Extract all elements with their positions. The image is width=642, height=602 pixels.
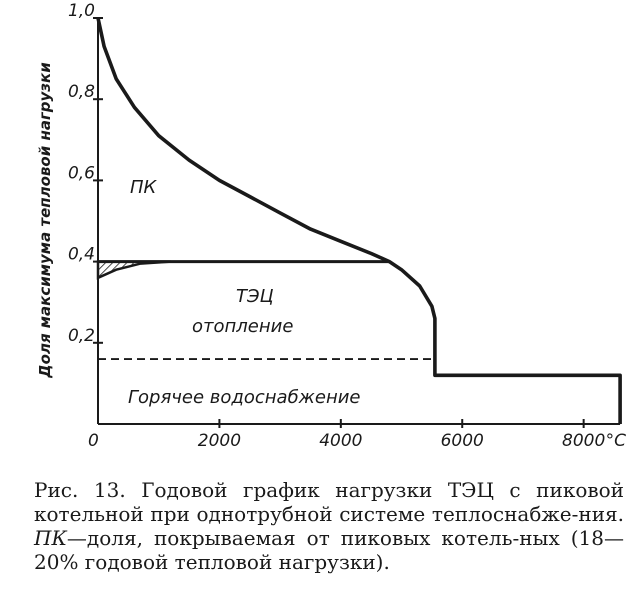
y-tick-label: 0,2: [68, 326, 95, 346]
x-tick-label: 0: [88, 431, 99, 451]
y-tick-label: 0,8: [68, 82, 95, 102]
x-tick-label: 4000: [319, 431, 362, 451]
region-label-heating: отопление: [192, 316, 293, 337]
region-label-chp: ТЭЦ: [236, 286, 274, 307]
y-axis-label: Доля максимума тепловой нагрузки: [36, 62, 54, 379]
load-chart: 0,2 0,4 0,6 0,8 1,0 0 2000 4000 6000 8000 °C Доля…: [36, 1, 627, 451]
caption-text-1: Годовой график нагрузки ТЭЦ с пиковой ко…: [34, 478, 624, 526]
figure-caption: Рис. 13. Годовой график нагрузки ТЭЦ с п…: [34, 478, 624, 574]
hatched-chp-deficit: [96, 260, 171, 280]
y-tick-label: 0,4: [68, 245, 95, 265]
x-unit-label: °C: [606, 431, 627, 451]
caption-prefix: Рис. 13.: [34, 478, 126, 502]
x-tick-label: 2000: [198, 431, 241, 451]
caption-text-2: —доля, покрываемая от пиковых котель-ных…: [34, 526, 624, 574]
caption-abbr: ПК: [34, 526, 67, 550]
y-tick-label: 0,6: [68, 163, 95, 183]
y-tick-label: 1,0: [68, 1, 95, 21]
region-label-hot-water: Горячее водоснабжение: [128, 387, 361, 408]
x-tick-label: 6000: [441, 431, 484, 451]
region-label-peak: ПК: [130, 177, 158, 198]
x-tick-label: 8000: [562, 431, 605, 451]
annual-load-curve: [96, 17, 622, 424]
